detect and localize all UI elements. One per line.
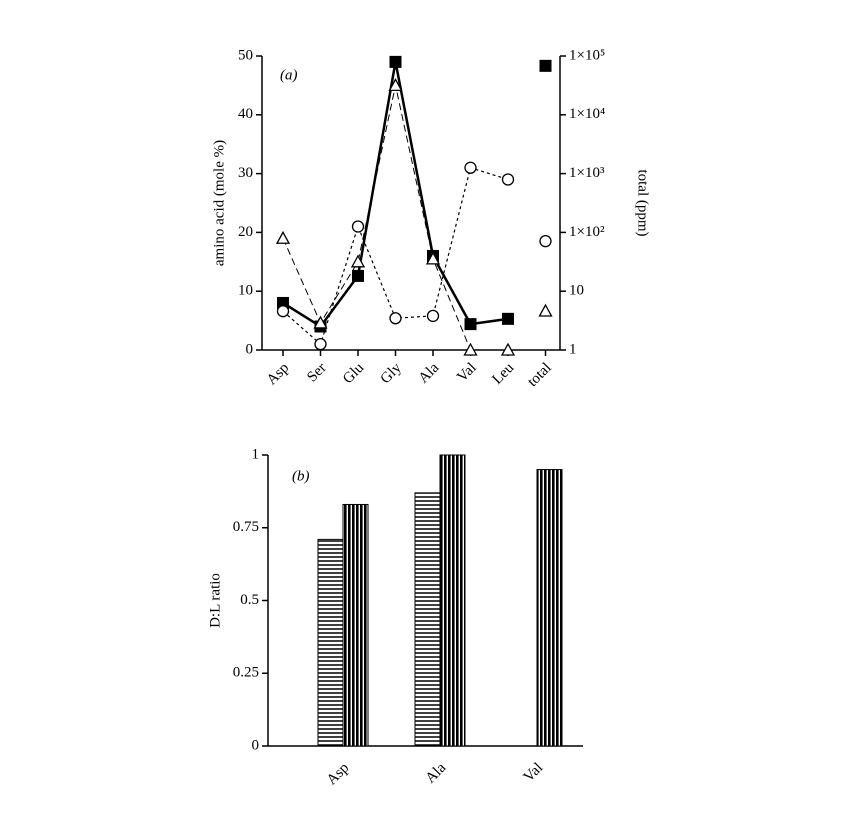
x-tick-label: Gly (378, 360, 406, 388)
marker-circle (389, 312, 402, 325)
series-line (282, 85, 508, 351)
y-tick-label: 1×10⁴ (569, 106, 605, 122)
y2-axis-label: total (ppm) (635, 169, 651, 236)
bar (536, 469, 563, 747)
y-axis-label: D:L ratio (207, 573, 223, 628)
marker-triangle (313, 315, 328, 329)
y-tick-label: 40 (238, 106, 253, 122)
marker-circle (426, 309, 440, 323)
bar (342, 503, 369, 747)
y-tick-label: 10 (238, 283, 253, 299)
bar (317, 538, 344, 747)
marker-circle (539, 234, 552, 248)
x-tick-label: Val (521, 760, 546, 785)
marker-triangle (500, 342, 516, 356)
y-tick-label: 1×10² (569, 224, 605, 240)
marker-circle (501, 173, 515, 186)
marker-square (502, 312, 514, 325)
marker-circle (464, 161, 477, 174)
annotation: (a) (280, 67, 298, 83)
marker-triangle (388, 78, 403, 92)
x-tick-label: Ala (416, 360, 443, 387)
x-tick-label: Val (454, 360, 479, 385)
y-tick-label: 0.75 (233, 519, 259, 535)
marker-square (464, 318, 477, 331)
y-tick-label: 1 (252, 446, 260, 462)
y-tick-label: 0 (246, 341, 254, 357)
marker-triangle (463, 342, 478, 356)
marker-square (352, 269, 364, 282)
y-tick-label: 50 (238, 47, 253, 63)
bar (414, 492, 441, 747)
y-tick-label: 30 (238, 165, 253, 181)
x-tick-label: Glu (340, 360, 368, 388)
marker-circle (314, 337, 327, 351)
y-tick-label: 0.25 (233, 665, 259, 681)
x-tick-label: Asp (324, 760, 352, 788)
bar (439, 454, 466, 747)
x-tick-label: Asp (264, 360, 292, 388)
marker-square (389, 55, 402, 68)
y-axis-label: amino acid (mole %) (211, 140, 227, 266)
x-tick-label: Leu (489, 360, 517, 388)
x-tick-label: total (525, 360, 555, 390)
y-tick-label: 0.5 (240, 592, 259, 608)
marker-triangle (538, 303, 553, 317)
y-tick-label: 10 (569, 283, 584, 299)
y-tick-label: 1×10⁵ (569, 47, 605, 63)
annotation: (b) (292, 468, 310, 484)
marker-triangle (350, 254, 366, 268)
marker-circle (351, 220, 365, 233)
marker-circle (276, 305, 290, 318)
y-tick-label: 20 (238, 224, 253, 240)
y-tick-label: 1 (569, 341, 577, 357)
y-tick-label: 0 (252, 737, 260, 753)
marker-triangle (425, 251, 441, 265)
x-tick-label: Ala (423, 760, 450, 787)
y-tick-label: 1×10³ (569, 165, 605, 181)
x-tick-label: Ser (304, 360, 329, 385)
marker-square (539, 59, 552, 72)
marker-triangle (275, 230, 291, 244)
series-line (282, 61, 509, 329)
